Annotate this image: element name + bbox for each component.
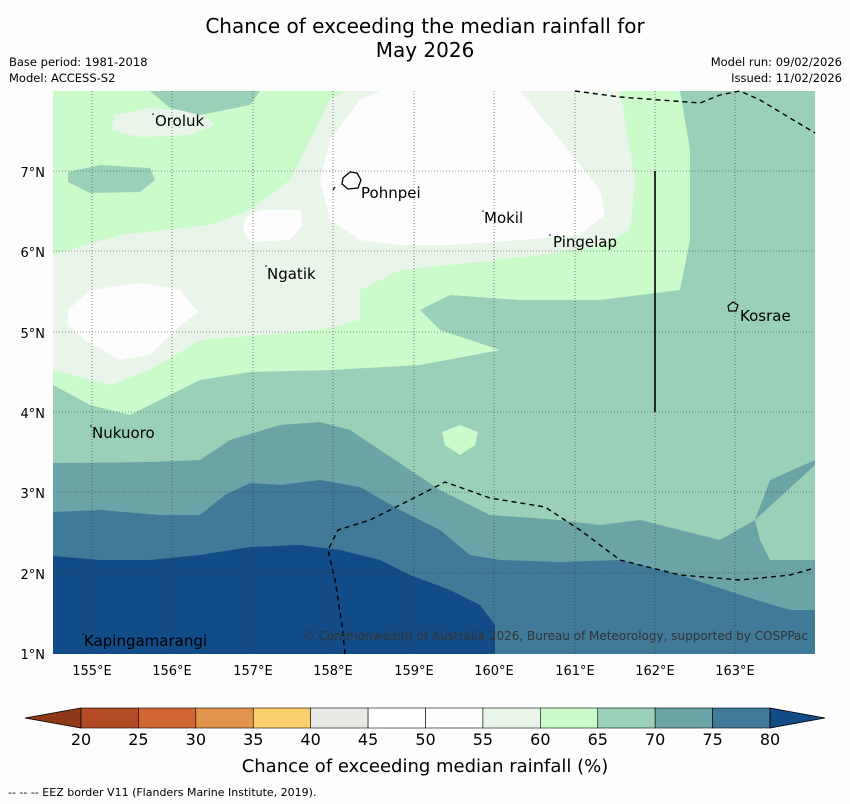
issued-date: Issued: 11/02/2026 [731,71,842,85]
eez-footnote: -- -- -- EEZ border V11 (Flanders Marine… [8,786,317,799]
title-line-1: Chance of exceeding the median rainfall … [205,14,645,38]
colorbar-tick-label: 55 [473,730,493,749]
colorbar-title: Chance of exceeding median rainfall (%) [242,756,609,777]
nukuoro-marker [90,425,92,427]
place-kapingamarangi: Kapingamarangi [84,632,207,650]
eez-borders [327,90,816,655]
lon-label: 161°E [555,664,595,679]
colorbar-segment [138,707,197,729]
contour-65-70-patch [150,91,260,115]
colorbar-arrow-low [24,707,82,729]
colorbar-segment [654,707,713,729]
contour-50-55-north [320,91,605,245]
graticule [53,91,815,654]
colorbar-segment [195,707,254,729]
colorbar-segment [712,707,771,729]
lat-label: 4°N [21,407,46,422]
colorbar-segment [425,707,484,729]
latitude-labels: 7°N 6°N 5°N 4°N 3°N 2°N 1°N [21,166,46,663]
lon-label: 157°E [233,664,273,679]
base-period: Base period: 1981-2018 [9,55,148,69]
colorbar-segment [367,707,426,729]
place-ngatik: Ngatik [267,265,316,283]
pingelap-marker [549,234,551,236]
colorbar-arrow-high [769,707,826,729]
contour-above-80 [53,545,495,654]
colorbar-segment [310,707,369,729]
lon-label: 162°E [635,664,675,679]
colorbar-segment [540,707,599,729]
contour-50-55-west [68,283,198,360]
contour-65-70-southeast [755,465,815,560]
lon-label: 156°E [152,664,192,679]
lat-label: 1°N [21,648,46,663]
place-pingelap: Pingelap [553,233,617,251]
lon-label: 159°E [394,664,434,679]
mokil-marker [482,210,484,212]
model-run: Model run: 09/02/2026 [710,55,842,69]
colorbar-tick-label: 50 [415,730,435,749]
pohnpei-island-icon [341,171,362,190]
place-mokil: Mokil [484,209,523,227]
contour-65-70-patch-2 [68,165,155,193]
colorbar: 20 25 30 35 40 45 50 55 60 65 70 75 80 [24,707,826,749]
colorbar-tick-label: 80 [760,730,780,749]
lat-label: 7°N [21,166,46,181]
contour-55-60-oroluk [112,108,215,137]
lon-label: 155°E [72,664,112,679]
colorbar-tick-label: 30 [186,730,206,749]
contour-60-65-small [442,425,478,455]
colorbar-segment [482,707,541,729]
lat-label: 5°N [21,327,46,342]
colorbar-tick-label: 40 [300,730,320,749]
kosrae-island-icon [727,301,739,312]
title-line-2: May 2026 [375,38,475,62]
place-nukuoro: Nukuoro [92,424,155,442]
colorbar-tick-label: 60 [530,730,550,749]
longitude-labels: 155°E 156°E 157°E 158°E 159°E 160°E 161°… [72,664,755,679]
ngatik-marker [265,265,267,267]
colorbar-segment [80,707,139,729]
colorbar-tick-label: 35 [243,730,263,749]
kapingamarangi-marker [82,633,84,635]
lon-label: 160°E [474,664,514,679]
copyright-notice: © Commonwealth of Australia 2026, Bureau… [303,629,808,643]
lon-label: 158°E [313,664,353,679]
colorbar-tick-label: 65 [588,730,608,749]
lon-label: 163°E [715,664,755,679]
colorbar-tick-label: 45 [358,730,378,749]
lat-label: 3°N [21,487,46,502]
islet-icon [332,186,336,191]
lat-label: 6°N [21,246,46,261]
place-oroluk: Oroluk [155,112,204,130]
colorbar-segment [252,707,311,729]
colorbar-tick-label: 70 [645,730,665,749]
place-kosrae: Kosrae [740,307,791,325]
colorbar-tick-label: 20 [71,730,91,749]
colorbar-segment [597,707,656,729]
place-pohnpei: Pohnpei [361,184,421,202]
colorbar-tick-label: 25 [128,730,148,749]
lat-label: 2°N [21,568,46,583]
colorbar-tick-label: 75 [702,730,722,749]
oroluk-marker [152,113,154,115]
model-name: Model: ACCESS-S2 [9,71,116,85]
contour-fills [53,91,815,654]
contour-50-55-small [243,210,303,242]
